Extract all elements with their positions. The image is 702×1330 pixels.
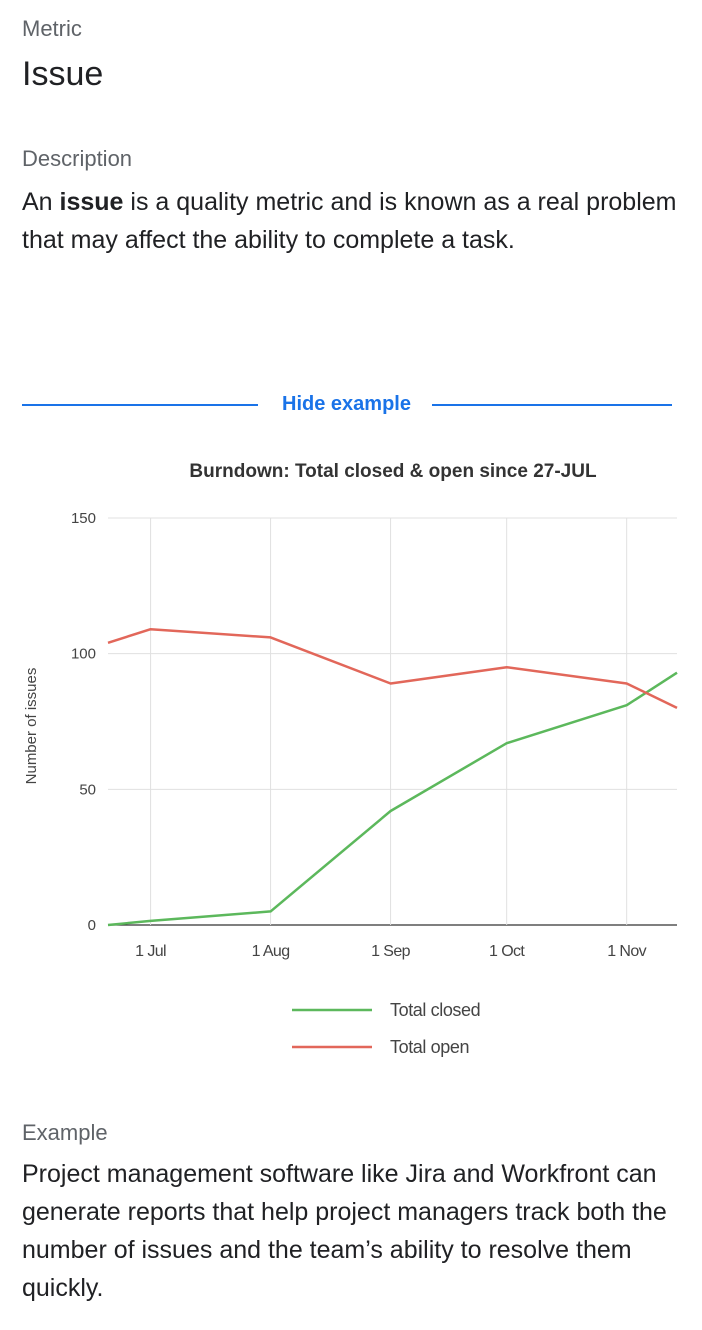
x-tick-label: 1 Jul xyxy=(135,943,166,960)
y-tick-label: 50 xyxy=(79,781,96,798)
metric-label: Metric xyxy=(22,16,82,41)
divider-left xyxy=(22,404,258,406)
series-line-total-closed xyxy=(107,671,678,927)
description-bold-term: issue xyxy=(59,188,124,216)
metric-title: Issue xyxy=(22,55,104,93)
x-tick-label: 1 Oct xyxy=(489,943,525,960)
x-tick-label: 1 Nov xyxy=(607,943,646,960)
y-tick-label: 150 xyxy=(71,510,96,527)
chart-title: Burndown: Total closed & open since 27-J… xyxy=(189,461,597,482)
y-tick-label: 0 xyxy=(88,917,96,934)
x-tick-label: 1 Aug xyxy=(252,943,290,960)
divider-right xyxy=(432,404,672,406)
hide-example-button[interactable]: Hide example xyxy=(282,393,411,415)
burndown-chart: Burndown: Total closed & open since 27-J… xyxy=(23,461,678,1057)
description-suffix: is a quality metric and is known as a re… xyxy=(22,188,677,254)
example-text: Project management software like Jira an… xyxy=(22,1160,667,1302)
description-label: Description xyxy=(22,146,133,171)
y-axis-label: Number of issues xyxy=(23,668,40,785)
series-line-total-open xyxy=(107,627,678,710)
x-tick-label: 1 Sep xyxy=(371,943,411,960)
legend-label: Total open xyxy=(390,1037,469,1057)
y-tick-label: 100 xyxy=(71,646,96,663)
example-label: Example xyxy=(22,1120,108,1145)
description-text: An issue is a quality metric and is know… xyxy=(22,183,682,259)
description-prefix: An xyxy=(22,188,60,216)
legend-label: Total closed xyxy=(390,1000,480,1020)
